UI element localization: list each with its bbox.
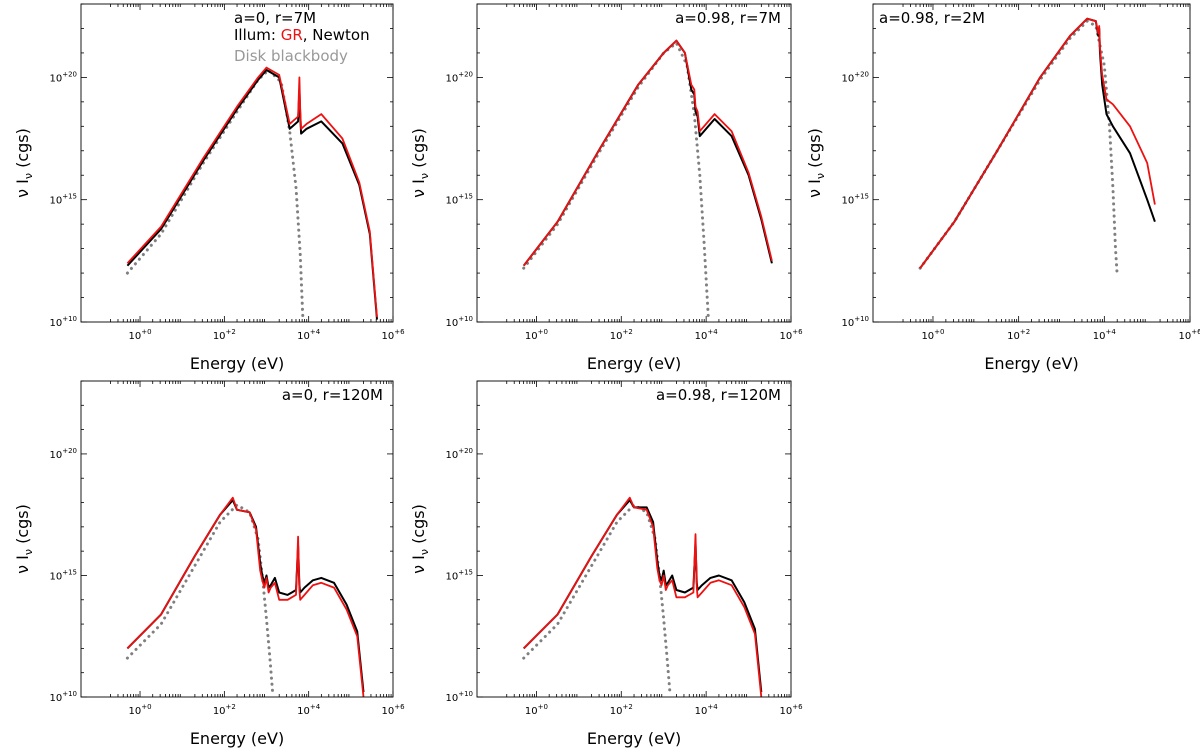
panel-title: a=0.98, r=7M — [675, 9, 781, 27]
series-newton — [126, 69, 378, 320]
x-tick-label: 10+4 — [1093, 328, 1117, 342]
x-tick-label: 10+6 — [779, 703, 803, 717]
x-tick-label: 10+6 — [1178, 328, 1200, 342]
chart-panel-1: 10+0 10+2 10+4 10+6 10+10 10+15 10+20 a=0, r=7M… — [13, 3, 405, 373]
legend-illum: Illum: GR, Newton — [234, 26, 370, 44]
y-axis-label: ν Iν (cgs) — [409, 128, 431, 198]
x-tick-label: 10+4 — [695, 703, 719, 717]
y-tick-label: 10+15 — [49, 193, 77, 207]
y-tick-label: 10+10 — [445, 315, 473, 329]
panels-group: 10+0 10+2 10+4 10+6 10+10 10+15 10+20 a=0, r=7M… — [13, 3, 1200, 748]
series-disk-blackbody — [125, 68, 305, 319]
series-disk-blackbody — [522, 41, 710, 319]
x-tick-label: 10+2 — [1007, 328, 1030, 342]
y-tick-label: 10+10 — [49, 690, 77, 704]
plot-frame — [476, 3, 792, 323]
x-tick-label: 10+2 — [610, 703, 633, 717]
legend-newton-label: Newton — [312, 26, 369, 44]
panel-title: a=0, r=7M — [234, 9, 316, 27]
series-disk-blackbody — [522, 503, 672, 697]
series-gr — [126, 496, 365, 697]
chart-panel-5: 10+0 10+2 10+4 10+6 10+10 10+15 10+20 a=0.98, r… — [409, 380, 803, 748]
y-tick-label: 10+15 — [49, 568, 77, 582]
series-newton — [919, 17, 1156, 269]
series-group — [125, 496, 365, 697]
x-tick-label: 10+6 — [779, 328, 803, 342]
x-tick-label: 10+2 — [610, 328, 633, 342]
plot-frame — [80, 3, 394, 323]
x-tick-label: 10+4 — [297, 703, 321, 717]
panel-title: a=0.98, r=120M — [656, 386, 781, 404]
series-gr — [523, 496, 763, 697]
plot-frame — [476, 380, 792, 698]
x-axis-label: Energy (eV) — [190, 354, 284, 373]
plot-frame — [80, 380, 394, 698]
x-tick-label: 10+0 — [525, 328, 548, 342]
y-axis-label: ν Iν (cgs) — [409, 504, 431, 574]
y-axis-label: ν Iν (cgs) — [13, 128, 35, 198]
plot-frame — [872, 3, 1191, 323]
x-axis-label: Energy (eV) — [587, 354, 681, 373]
y-tick-label: 10+20 — [49, 70, 77, 84]
x-tick-label: 10+0 — [921, 328, 944, 342]
x-tick-label: 10+0 — [128, 703, 151, 717]
series-group — [522, 496, 763, 697]
y-axis-label: ν Iν (cgs) — [13, 504, 35, 574]
panel-title: a=0, r=120M — [282, 386, 383, 404]
x-tick-label: 10+0 — [525, 703, 548, 717]
series-gr — [126, 66, 378, 318]
y-tick-label: 10+15 — [445, 568, 473, 582]
y-tick-label: 10+10 — [445, 690, 473, 704]
chart-panel-4: 10+0 10+2 10+4 10+6 10+10 10+15 10+20 a=0, r=12… — [13, 380, 405, 748]
chart-panel-3: 10+0 10+2 10+4 10+6 10+10 10+15 10+20 a=0.98, r… — [805, 3, 1200, 373]
series-disk-blackbody — [918, 19, 1119, 277]
x-tick-label: 10+4 — [297, 328, 321, 342]
y-tick-label: 10+15 — [841, 193, 869, 207]
series-gr — [522, 39, 773, 267]
series-newton — [126, 499, 365, 693]
y-tick-label: 10+10 — [49, 315, 77, 329]
x-tick-label: 10+0 — [128, 328, 151, 342]
chart-panel-2: 10+0 10+2 10+4 10+6 10+10 10+15 10+20 a=0.98, r… — [409, 3, 803, 373]
series-group — [522, 39, 773, 319]
legend-gr-label: GR — [281, 26, 303, 44]
tick-marks — [81, 380, 394, 698]
legend-prefix: Illum: — [234, 26, 281, 44]
y-tick-label: 10+20 — [49, 447, 77, 461]
series-gr — [919, 17, 1156, 269]
y-tick-label: 10+20 — [841, 70, 869, 84]
x-axis-label: Energy (eV) — [190, 729, 284, 748]
tick-marks — [873, 3, 1191, 323]
x-axis-label: Energy (eV) — [587, 729, 681, 748]
x-tick-label: 10+2 — [213, 328, 236, 342]
series-disk-blackbody — [125, 503, 275, 697]
x-tick-label: 10+6 — [381, 703, 405, 717]
x-axis-label: Energy (eV) — [984, 354, 1078, 373]
y-tick-label: 10+10 — [841, 315, 869, 329]
legend-separator: , — [303, 26, 313, 44]
x-tick-label: 10+2 — [213, 703, 236, 717]
x-tick-label: 10+6 — [381, 328, 405, 342]
panel-title: a=0.98, r=2M — [879, 9, 985, 27]
tick-marks — [477, 380, 792, 698]
tick-marks — [81, 3, 394, 323]
series-group — [918, 17, 1156, 277]
y-tick-label: 10+15 — [445, 193, 473, 207]
x-tick-label: 10+4 — [695, 328, 719, 342]
legend-disk-label: Disk blackbody — [234, 47, 348, 65]
series-newton — [522, 499, 763, 693]
y-tick-label: 10+20 — [445, 447, 473, 461]
y-axis-label: ν Iν (cgs) — [805, 128, 827, 198]
y-tick-label: 10+20 — [445, 70, 473, 84]
series-group — [125, 66, 378, 320]
